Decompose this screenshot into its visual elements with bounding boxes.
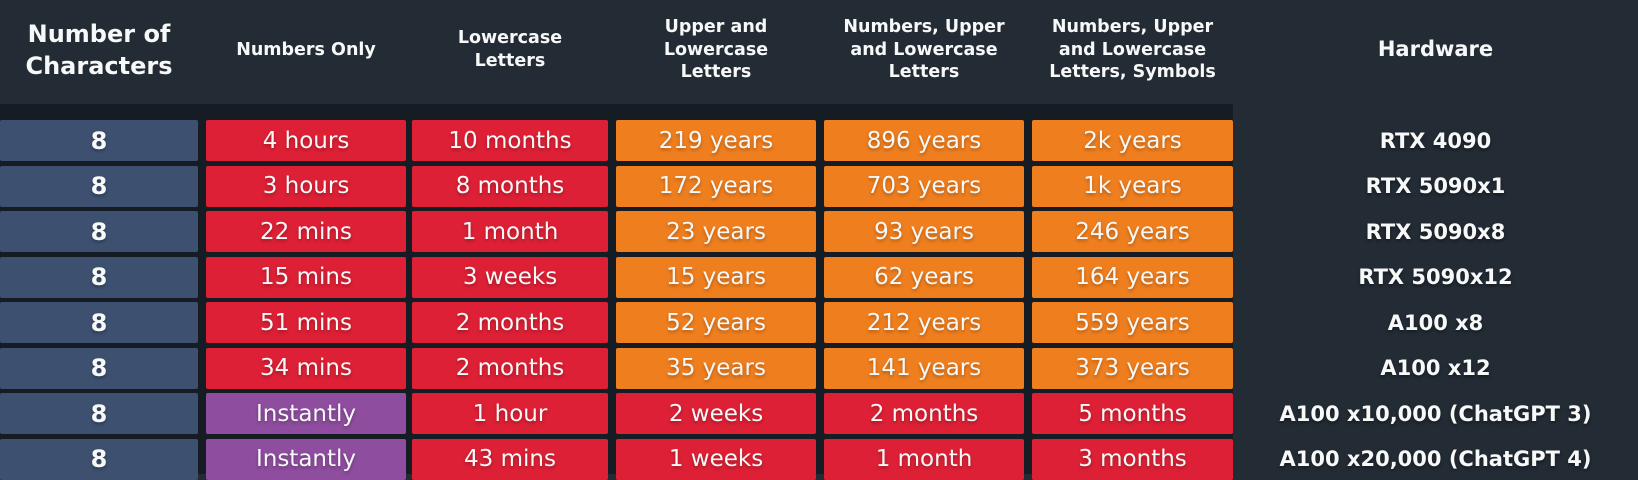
hardware-label: RTX 4090	[1379, 128, 1492, 153]
table-body: 8 4 hours 10 months 219 years 896 years …	[0, 120, 1638, 480]
time-cell: 212 years	[824, 302, 1024, 343]
time-cell: 164 years	[1032, 256, 1233, 298]
time-cell: 34 mins	[206, 347, 406, 389]
time-cell: 43 mins	[412, 438, 608, 480]
time-cell: 2k years	[1032, 120, 1233, 161]
time-cell: 35 years	[616, 347, 816, 389]
header-lowercase-letters: Lowercase Letters	[457, 28, 563, 71]
chars-cell: 8	[0, 256, 198, 298]
time-cell: 219 years	[616, 120, 816, 161]
header-numbers-upper-lowercase: Numbers, Upper and Lowercase Letters	[843, 16, 1005, 83]
hardware-label: A100 x10,000 (ChatGPT 3)	[1279, 401, 1592, 426]
hardware-label: RTX 5090x1	[1365, 174, 1506, 198]
time-cell: 52 years	[616, 302, 816, 343]
hardware-label: A100 x12	[1380, 356, 1491, 380]
time-cell: 23 years	[616, 211, 816, 252]
table-row: 8 51 mins 2 months 52 years 212 years 55…	[0, 302, 1638, 343]
time-cell: 896 years	[824, 120, 1024, 161]
time-cell: 2 months	[412, 347, 608, 389]
table-row: 8 34 mins 2 months 35 years 141 years 37…	[0, 347, 1638, 389]
time-cell: 4 hours	[206, 120, 406, 161]
time-cell: 5 months	[1032, 393, 1233, 434]
header-number-of-characters: Number of Characters	[25, 19, 173, 80]
time-cell: 1 hour	[412, 393, 608, 434]
chars-cell: 8	[0, 165, 198, 207]
time-cell: Instantly	[206, 393, 406, 434]
chars-cell: 8	[0, 211, 198, 252]
chars-cell: 8	[0, 347, 198, 389]
time-cell: 1k years	[1032, 165, 1233, 207]
time-cell: 15 mins	[206, 256, 406, 298]
time-cell: Instantly	[206, 438, 406, 480]
table-row: 8 3 hours 8 months 172 years 703 years 1…	[0, 165, 1638, 207]
table-header-row: Number of Characters Numbers Only Lowerc…	[0, 0, 1638, 112]
time-cell: 246 years	[1032, 211, 1233, 252]
time-cell: 93 years	[824, 211, 1024, 252]
table-row: 8 15 mins 3 weeks 15 years 62 years 164 …	[0, 256, 1638, 298]
chars-cell: 8	[0, 393, 198, 434]
table-row: 8 22 mins 1 month 23 years 93 years 246 …	[0, 211, 1638, 252]
time-cell: 51 mins	[206, 302, 406, 343]
time-cell: 15 years	[616, 256, 816, 298]
time-cell: 172 years	[616, 165, 816, 207]
time-cell: 1 month	[412, 211, 608, 252]
hardware-label: RTX 5090x12	[1358, 265, 1513, 289]
header-upper-and-lowercase-letters: Upper and Lowercase Letters	[663, 16, 769, 83]
header-numbers-upper-lowercase-symbols: Numbers, Upper and Lowercase Letters, Sy…	[1049, 16, 1216, 83]
time-cell: 703 years	[824, 165, 1024, 207]
time-cell: 3 hours	[206, 165, 406, 207]
table-row: 8 Instantly 43 mins 1 weeks 1 month 3 mo…	[0, 438, 1638, 480]
table-row: 8 Instantly 1 hour 2 weeks 2 months 5 mo…	[0, 393, 1638, 434]
time-cell: 10 months	[412, 120, 608, 161]
time-cell: 2 weeks	[616, 393, 816, 434]
hardware-label: A100 x8	[1387, 310, 1484, 335]
chars-cell: 8	[0, 120, 198, 161]
time-cell: 8 months	[412, 165, 608, 207]
time-cell: 141 years	[824, 347, 1024, 389]
time-cell: 2 months	[824, 393, 1024, 434]
time-cell: 1 weeks	[616, 438, 816, 480]
time-cell: 3 months	[1032, 438, 1233, 480]
time-cell: 22 mins	[206, 211, 406, 252]
header-numbers-only: Numbers Only	[236, 39, 376, 60]
chars-cell: 8	[0, 438, 198, 480]
time-cell: 559 years	[1032, 302, 1233, 343]
header-hardware: Hardware	[1377, 37, 1494, 62]
chars-cell: 8	[0, 302, 198, 343]
time-cell: 1 month	[824, 438, 1024, 480]
time-cell: 2 months	[412, 302, 608, 343]
hardware-label: A100 x20,000 (ChatGPT 4)	[1279, 447, 1592, 471]
time-cell: 3 weeks	[412, 256, 608, 298]
time-cell: 373 years	[1032, 347, 1233, 389]
table-row: 8 4 hours 10 months 219 years 896 years …	[0, 120, 1638, 161]
time-cell: 62 years	[824, 256, 1024, 298]
hardware-label: RTX 5090x8	[1365, 219, 1506, 244]
